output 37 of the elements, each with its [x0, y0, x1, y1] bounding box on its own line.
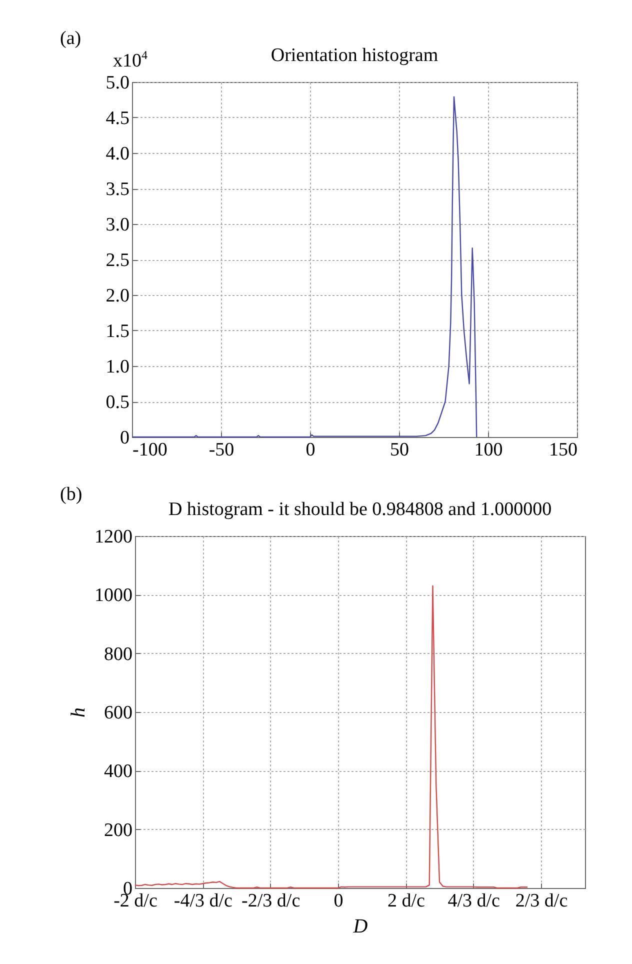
text: (a)	[60, 28, 82, 50]
line-series	[131, 96, 478, 438]
x-tick-label: -50	[208, 440, 234, 460]
x-tick-label: -100	[132, 440, 168, 460]
y-tick-label: 2.5	[106, 250, 130, 271]
y-tick-label: 4.5	[106, 108, 130, 129]
x-tick-label: 150	[549, 440, 578, 460]
x-tick-label: -4/3 d/c	[174, 890, 232, 912]
x-tick-label: 4/3 d/c	[448, 890, 500, 912]
y-tick-label: 3.0	[106, 214, 130, 236]
y-tick-label: 200	[104, 820, 132, 841]
y-tick-label: 3.5	[106, 179, 130, 200]
x-tick-label: -2/3 d/c	[242, 890, 300, 912]
x-tick-label: 2/3 d/c	[515, 890, 568, 912]
x-axis-title: D	[352, 916, 368, 938]
y-tick-label: 600	[104, 702, 132, 724]
y-tick-label: 4.0	[106, 144, 130, 164]
y-tick-label: 400	[104, 761, 132, 782]
y-axis-title: h	[68, 708, 90, 718]
text: x10$^{4}$	[113, 48, 148, 72]
chart-title: D histogram - it should be 0.984808 and 1.000000	[168, 499, 552, 520]
chart-title: Orientation histogram	[270, 45, 438, 66]
y-tick-label: 1200	[94, 526, 132, 548]
y-tick-label: 5.0	[106, 72, 130, 94]
y-tick-label: 2.0	[106, 286, 130, 306]
x-tick-label: 50	[390, 440, 409, 460]
y-tick-label: 800	[104, 644, 132, 665]
y-tick-label: 1.5	[106, 321, 130, 342]
x-tick-label: 100	[474, 440, 503, 460]
x-tick-label: 0	[306, 440, 316, 460]
x-tick-label: 0	[334, 890, 344, 912]
text: (b)	[60, 484, 82, 506]
y-tick-label: 1.0	[106, 356, 130, 378]
x-tick-label: 2 d/c	[387, 890, 425, 912]
y-tick-label: 1000	[94, 585, 132, 606]
line-series	[134, 585, 528, 889]
y-tick-label: 0.5	[106, 392, 130, 413]
